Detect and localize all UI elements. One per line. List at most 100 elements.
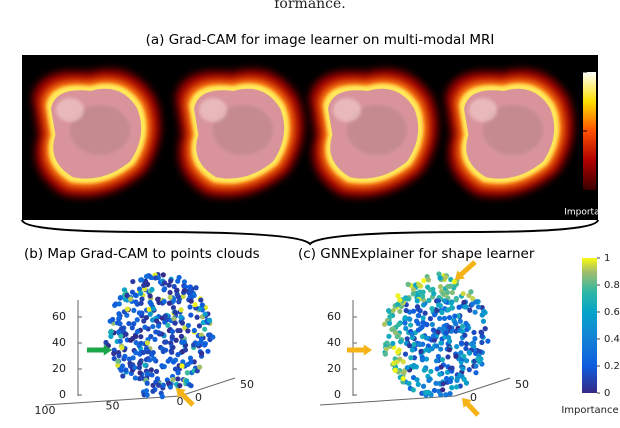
point [179,320,186,326]
point [453,297,459,303]
point [435,329,441,335]
point [128,337,134,343]
point [181,339,187,345]
point [171,316,177,322]
point [472,309,478,315]
point [411,341,417,348]
point [133,340,139,346]
point [467,307,473,313]
point [449,365,455,371]
panel-a-title: (a) Grad-CAM for image learner on multi-… [146,32,495,48]
point [384,340,390,346]
point [202,311,208,317]
point [175,376,181,382]
colorbar-tick-label: 0.4 [604,334,620,345]
point [161,298,167,305]
point [198,336,205,342]
point [159,394,165,400]
point [116,329,122,335]
point [443,274,449,280]
point [410,286,416,293]
brain-highlight [469,98,497,122]
point [434,343,440,349]
point [155,296,161,302]
point [143,388,150,394]
point [149,286,155,293]
point [382,351,388,357]
point [122,353,128,359]
point [440,290,446,297]
point [168,278,174,284]
point [406,316,412,322]
point [402,320,408,326]
point [475,304,482,310]
point [470,340,477,346]
point [463,380,470,386]
point [140,349,146,356]
point [463,320,469,326]
point [394,359,400,365]
point [153,318,160,324]
point [151,356,157,362]
point [118,333,124,339]
point [473,370,479,376]
point [457,318,463,324]
point [417,341,423,348]
point [139,296,145,302]
point [454,375,461,381]
point [114,320,121,326]
point [126,320,132,327]
point [138,277,145,283]
point [150,323,156,330]
point [170,377,176,383]
z-tick-label: 20 [327,362,341,375]
point [466,367,472,373]
point [116,353,122,359]
point [446,338,453,344]
point [131,321,137,327]
point [152,275,159,281]
point [438,340,444,346]
point [163,339,169,345]
point [117,295,124,301]
point [154,376,161,382]
point [172,366,179,372]
point [438,392,444,398]
point [160,382,166,388]
point [130,355,136,361]
point [108,333,114,339]
point [473,363,479,369]
point [111,350,117,357]
point [456,304,462,310]
point [401,370,407,376]
y-tick-label: 0 [195,391,202,404]
point [139,375,145,381]
point [123,367,129,373]
point [138,300,144,306]
point [187,355,194,361]
point [394,333,400,340]
point [475,356,481,362]
point [445,307,452,313]
point [129,325,135,331]
point [406,380,412,387]
point [169,333,175,340]
colorbar-a-tick-label: 0.5 [600,127,614,137]
x-axis [44,395,181,406]
point [446,347,453,353]
point [132,365,138,371]
point [437,371,443,377]
point [118,367,124,373]
point [463,341,470,347]
point [115,358,121,364]
point [428,368,434,375]
point [198,297,204,303]
y-tick-label: 50 [240,378,254,391]
x-tick-label: 50 [106,400,120,413]
point [120,373,126,379]
point [403,307,409,314]
point [111,355,117,362]
point [153,368,160,375]
point [436,302,442,308]
point [178,333,185,339]
